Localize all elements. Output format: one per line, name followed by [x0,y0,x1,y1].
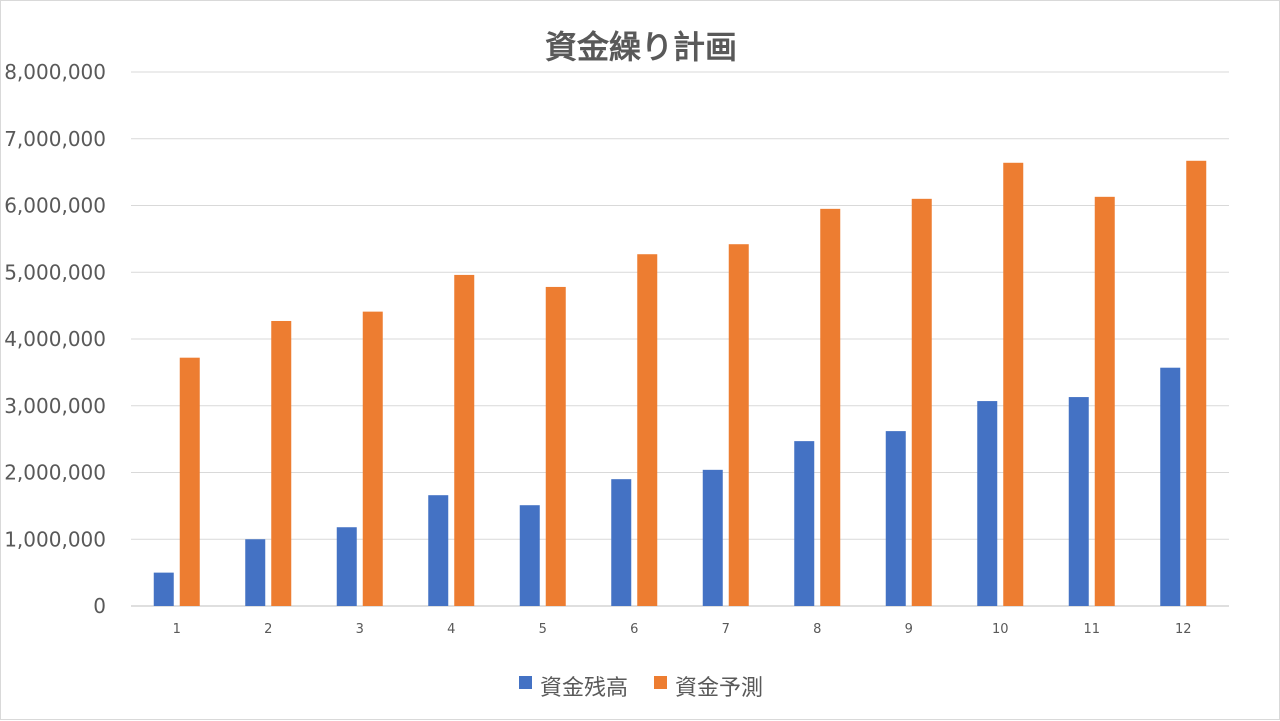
x-tick-label: 4 [447,622,455,637]
y-tick-label: 2,000,000 [4,461,106,485]
x-tick-label: 9 [905,622,913,637]
bars [153,160,1207,607]
x-tick-label: 3 [356,622,364,637]
y-tick-label: 6,000,000 [4,194,106,218]
x-tick-label: 2 [264,622,272,637]
legend-label: 資金予測 [675,676,763,701]
bar-forecast [820,208,841,606]
legend: 資金残高 資金予測 [519,676,763,701]
legend-swatch [654,676,667,689]
y-tick-label: 4,000,000 [4,327,106,351]
legend-label: 資金残高 [540,676,628,701]
bar-forecast [911,198,932,606]
y-axis-tick-labels: 0 1,000,000 2,000,000 3,000,000 4,000,000 5,0… [4,60,106,618]
bar-balance [428,495,449,606]
bar-balance [153,572,174,606]
bar-forecast [545,286,566,606]
bar-forecast [1186,160,1207,606]
x-tick-label: 12 [1175,622,1192,637]
bar-forecast [454,274,475,606]
bar-balance [1068,397,1089,606]
x-tick-label: 11 [1083,622,1100,637]
bar-forecast [728,244,749,606]
x-tick-label: 8 [813,622,821,637]
bar-balance [336,527,357,606]
y-tick-label: 1,000,000 [4,527,106,551]
bar-balance [885,431,906,606]
x-tick-label: 1 [173,622,181,637]
y-tick-label: 5,000,000 [4,260,106,284]
bar-forecast [637,254,658,607]
gridlines [131,71,1229,607]
bar-forecast [1003,162,1024,606]
bar-balance [977,401,998,606]
x-axis-tick-labels: 1 2 3 4 5 6 7 8 9 10 11 12 [173,622,1192,637]
y-tick-label: 3,000,000 [4,394,106,418]
bar-balance [245,539,266,606]
legend-swatch [519,676,532,689]
x-tick-label: 7 [722,622,730,637]
x-tick-label: 5 [539,622,547,637]
bar-forecast [362,311,383,606]
y-tick-label: 7,000,000 [4,127,106,151]
bar-balance [611,479,632,606]
y-tick-label: 0 [93,594,106,618]
bar-balance [519,505,540,606]
x-tick-label: 6 [630,622,638,637]
bar-forecast [1094,196,1115,606]
bar-balance [794,441,815,606]
bar-balance [702,469,723,606]
bar-forecast [271,320,292,606]
x-tick-label: 10 [992,622,1009,637]
y-tick-label: 8,000,000 [4,60,106,84]
bar-forecast [179,357,200,606]
chart-title: 資金繰り計画 [545,28,737,66]
bar-balance [1160,367,1181,606]
